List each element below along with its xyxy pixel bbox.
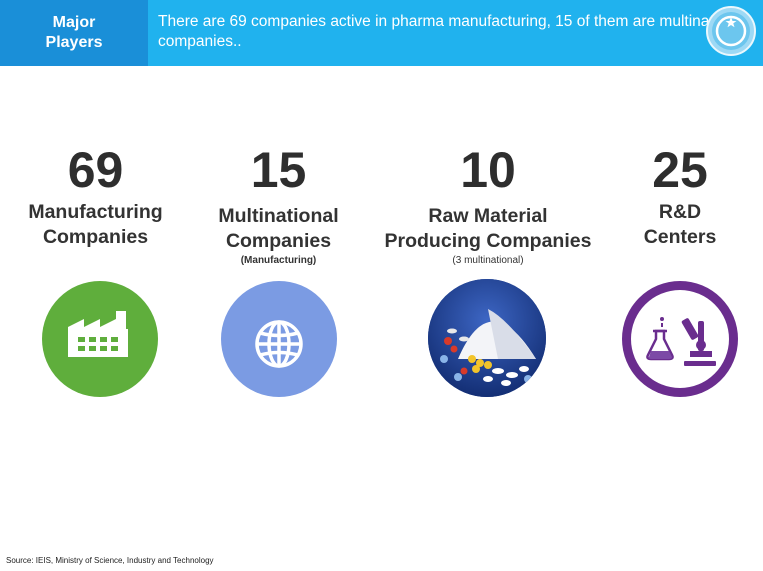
stat-manufacturing: 69 Manufacturing Companies xyxy=(13,140,178,250)
pills-photo xyxy=(428,279,546,397)
stat-sublabel: (Manufacturing) xyxy=(240,255,317,266)
stat-number: 25 xyxy=(652,142,708,198)
pills-photo-circle xyxy=(428,279,546,397)
globe-circle xyxy=(221,281,337,397)
lab-microscope-icon xyxy=(631,290,729,388)
stat-rd-centers: 25 R&D Centers xyxy=(600,140,760,250)
header-bar: Major Players There are 69 companies act… xyxy=(0,0,763,66)
stat-label: Multinational Companies xyxy=(218,205,339,252)
stat-label: Raw Material Producing Companies xyxy=(384,205,592,252)
factory-icon xyxy=(68,311,128,357)
source-note: Source: IEIS, Ministry of Science, Indus… xyxy=(6,556,214,565)
header-summary: There are 69 companies active in pharma … xyxy=(148,0,763,66)
stat-raw-material: 10 Raw Material Producing Companies (3 m… xyxy=(368,140,608,267)
stat-label: R&D Centers xyxy=(643,201,717,248)
globe-icon xyxy=(255,320,303,368)
stat-multinational: 15 Multinational Companies (Manufacturin… xyxy=(196,140,361,267)
ministry-logo-icon xyxy=(706,6,756,56)
lab-circle xyxy=(622,281,738,397)
stat-sublabel: (3 multinational) xyxy=(452,255,524,266)
stat-number: 69 xyxy=(67,142,124,198)
section-label: Major Players xyxy=(0,0,148,66)
factory-circle xyxy=(42,281,158,397)
stat-number: 10 xyxy=(460,142,516,198)
stat-number: 15 xyxy=(250,142,307,198)
stat-label: Manufacturing Companies xyxy=(28,201,163,248)
